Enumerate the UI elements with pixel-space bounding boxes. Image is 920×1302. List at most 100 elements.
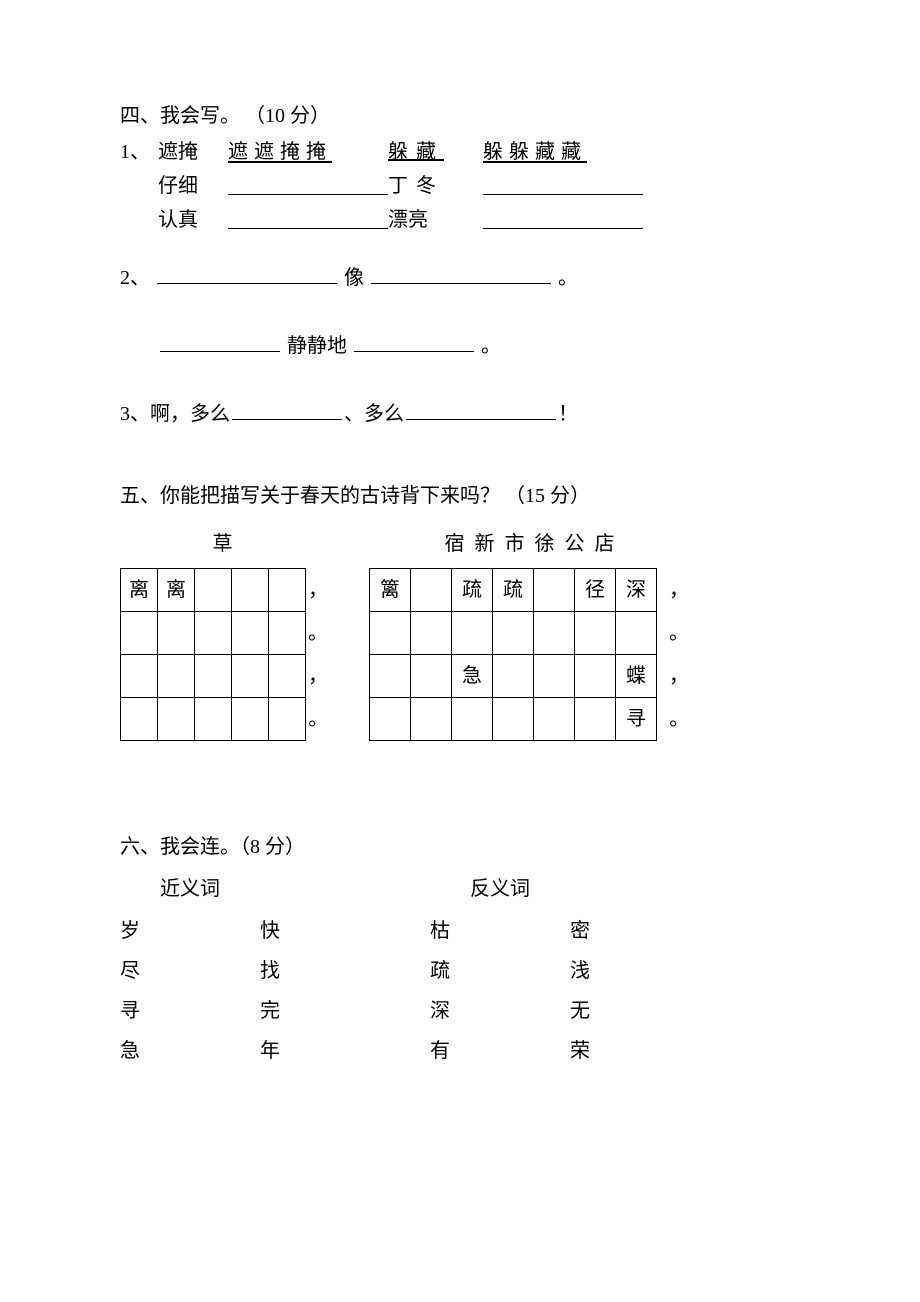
table-row: 急 蝶 ， [370, 655, 700, 698]
list-item[interactable]: 疏浅 [430, 955, 630, 987]
q1-ans-2-blank[interactable] [483, 170, 643, 195]
poem-cell[interactable]: 寻 [616, 698, 657, 741]
q1-word-1: 仔细 [158, 170, 228, 202]
poem-cell[interactable] [269, 569, 306, 612]
poem-cell[interactable]: 急 [452, 655, 493, 698]
antonyms-title: 反义词 [430, 873, 630, 905]
pair-right: 密 [570, 915, 630, 947]
poem-cell[interactable] [411, 569, 452, 612]
poem-cell[interactable] [452, 612, 493, 655]
poem-cell[interactable] [411, 655, 452, 698]
q1-ans-2-blank[interactable] [483, 204, 643, 229]
antonyms-column: 反义词 枯密 疏浅 深无 有荣 [430, 873, 630, 1075]
poem-cell[interactable] [534, 655, 575, 698]
q2-end-2: 。 [481, 335, 501, 357]
poem-cell[interactable] [232, 655, 269, 698]
pair-left: 枯 [430, 915, 570, 947]
poem-cell[interactable]: 离 [121, 569, 158, 612]
poem-cell[interactable] [269, 698, 306, 741]
pair-left: 急 [120, 1035, 260, 1067]
q3-join: 、多么 [344, 403, 404, 425]
poem-cell[interactable] [575, 655, 616, 698]
poem-cell[interactable] [452, 698, 493, 741]
q3-blank-1[interactable] [232, 399, 342, 420]
q1-ans-1: 遮遮掩掩 [228, 136, 388, 168]
poem-cell[interactable] [195, 569, 232, 612]
q1-ans-1-blank[interactable] [228, 170, 388, 195]
q2-blank-4[interactable] [354, 331, 474, 352]
poem-cell[interactable] [158, 698, 195, 741]
pair-right: 无 [570, 995, 630, 1027]
q2-blank-1[interactable] [157, 263, 337, 284]
poem-punct: 。 [306, 698, 329, 741]
pair-right: 找 [260, 955, 320, 987]
poem-1: 草 离 离 ， 。 ， [120, 528, 329, 741]
poem-cell[interactable] [269, 655, 306, 698]
section-5-heading: 五、你能把描写关于春天的古诗背下来吗？ （15 分） [120, 480, 800, 512]
poem-1-grid: 离 离 ， 。 ， 。 [120, 568, 329, 741]
list-item[interactable]: 枯密 [430, 915, 630, 947]
list-item[interactable]: 尽找 [120, 955, 320, 987]
poem-cell[interactable]: 蝶 [616, 655, 657, 698]
list-item[interactable]: 有荣 [430, 1035, 630, 1067]
table-row: 篱 疏 疏 径 深 ， [370, 569, 700, 612]
poem-cell[interactable] [534, 569, 575, 612]
poem-cell[interactable] [411, 698, 452, 741]
section-6-heading: 六、我会连。（8 分） [120, 831, 800, 863]
poem-cell[interactable] [121, 655, 158, 698]
poem-cell[interactable] [269, 612, 306, 655]
poem-cell[interactable] [195, 612, 232, 655]
poem-cell[interactable] [121, 698, 158, 741]
list-item[interactable]: 急年 [120, 1035, 320, 1067]
poem-cell[interactable] [493, 655, 534, 698]
pair-left: 深 [430, 995, 570, 1027]
poem-cell[interactable] [370, 655, 411, 698]
poem-cell[interactable] [493, 612, 534, 655]
poem-cell[interactable] [575, 698, 616, 741]
poem-cell[interactable]: 离 [158, 569, 195, 612]
list-item[interactable]: 寻完 [120, 995, 320, 1027]
poem-cell[interactable] [534, 698, 575, 741]
poem-cell[interactable] [370, 612, 411, 655]
poem-cell[interactable] [534, 612, 575, 655]
poem-cell[interactable] [575, 612, 616, 655]
section-5: 五、你能把描写关于春天的古诗背下来吗？ （15 分） 草 离 离 ， 。 [120, 480, 800, 741]
q2-blank-2[interactable] [371, 263, 551, 284]
list-item[interactable]: 岁快 [120, 915, 320, 947]
poem-cell[interactable] [195, 698, 232, 741]
q3-blank-2[interactable] [406, 399, 556, 420]
poem-cell[interactable]: 篱 [370, 569, 411, 612]
poem-cell[interactable] [370, 698, 411, 741]
poem-cell[interactable]: 疏 [493, 569, 534, 612]
poem-2-grid: 篱 疏 疏 径 深 ， 。 急 [369, 568, 700, 741]
q1-ans-1-blank[interactable] [228, 204, 388, 229]
q3-pre: 啊，多么 [150, 403, 230, 425]
section-4-heading: 四、我会写。 （10 分） [120, 100, 800, 132]
poem-cell[interactable] [411, 612, 452, 655]
poem-cell[interactable] [121, 612, 158, 655]
pair-left: 寻 [120, 995, 260, 1027]
poem-cell[interactable] [158, 612, 195, 655]
table-row: 离 离 ， [121, 569, 329, 612]
q1-word-1: 认真 [158, 204, 228, 236]
poem-cell[interactable] [158, 655, 195, 698]
pair-right: 年 [260, 1035, 320, 1067]
table-row: 寻 。 [370, 698, 700, 741]
q1-label: 1、 [120, 136, 158, 168]
poem-punct: 。 [657, 698, 700, 741]
poem-cell[interactable] [195, 655, 232, 698]
list-item[interactable]: 深无 [430, 995, 630, 1027]
q2-label: 2、 [120, 267, 150, 289]
poem-cell[interactable]: 径 [575, 569, 616, 612]
poem-cell[interactable] [493, 698, 534, 741]
q2-end-1: 。 [558, 267, 578, 289]
q1-row-2: 认真 漂亮 [120, 204, 800, 236]
q1-word-2: 躲藏 [388, 136, 483, 168]
poem-cell[interactable]: 疏 [452, 569, 493, 612]
poem-cell[interactable] [232, 612, 269, 655]
poem-cell[interactable]: 深 [616, 569, 657, 612]
poem-cell[interactable] [232, 698, 269, 741]
q2-blank-3[interactable] [160, 331, 280, 352]
poem-cell[interactable] [616, 612, 657, 655]
poem-cell[interactable] [232, 569, 269, 612]
